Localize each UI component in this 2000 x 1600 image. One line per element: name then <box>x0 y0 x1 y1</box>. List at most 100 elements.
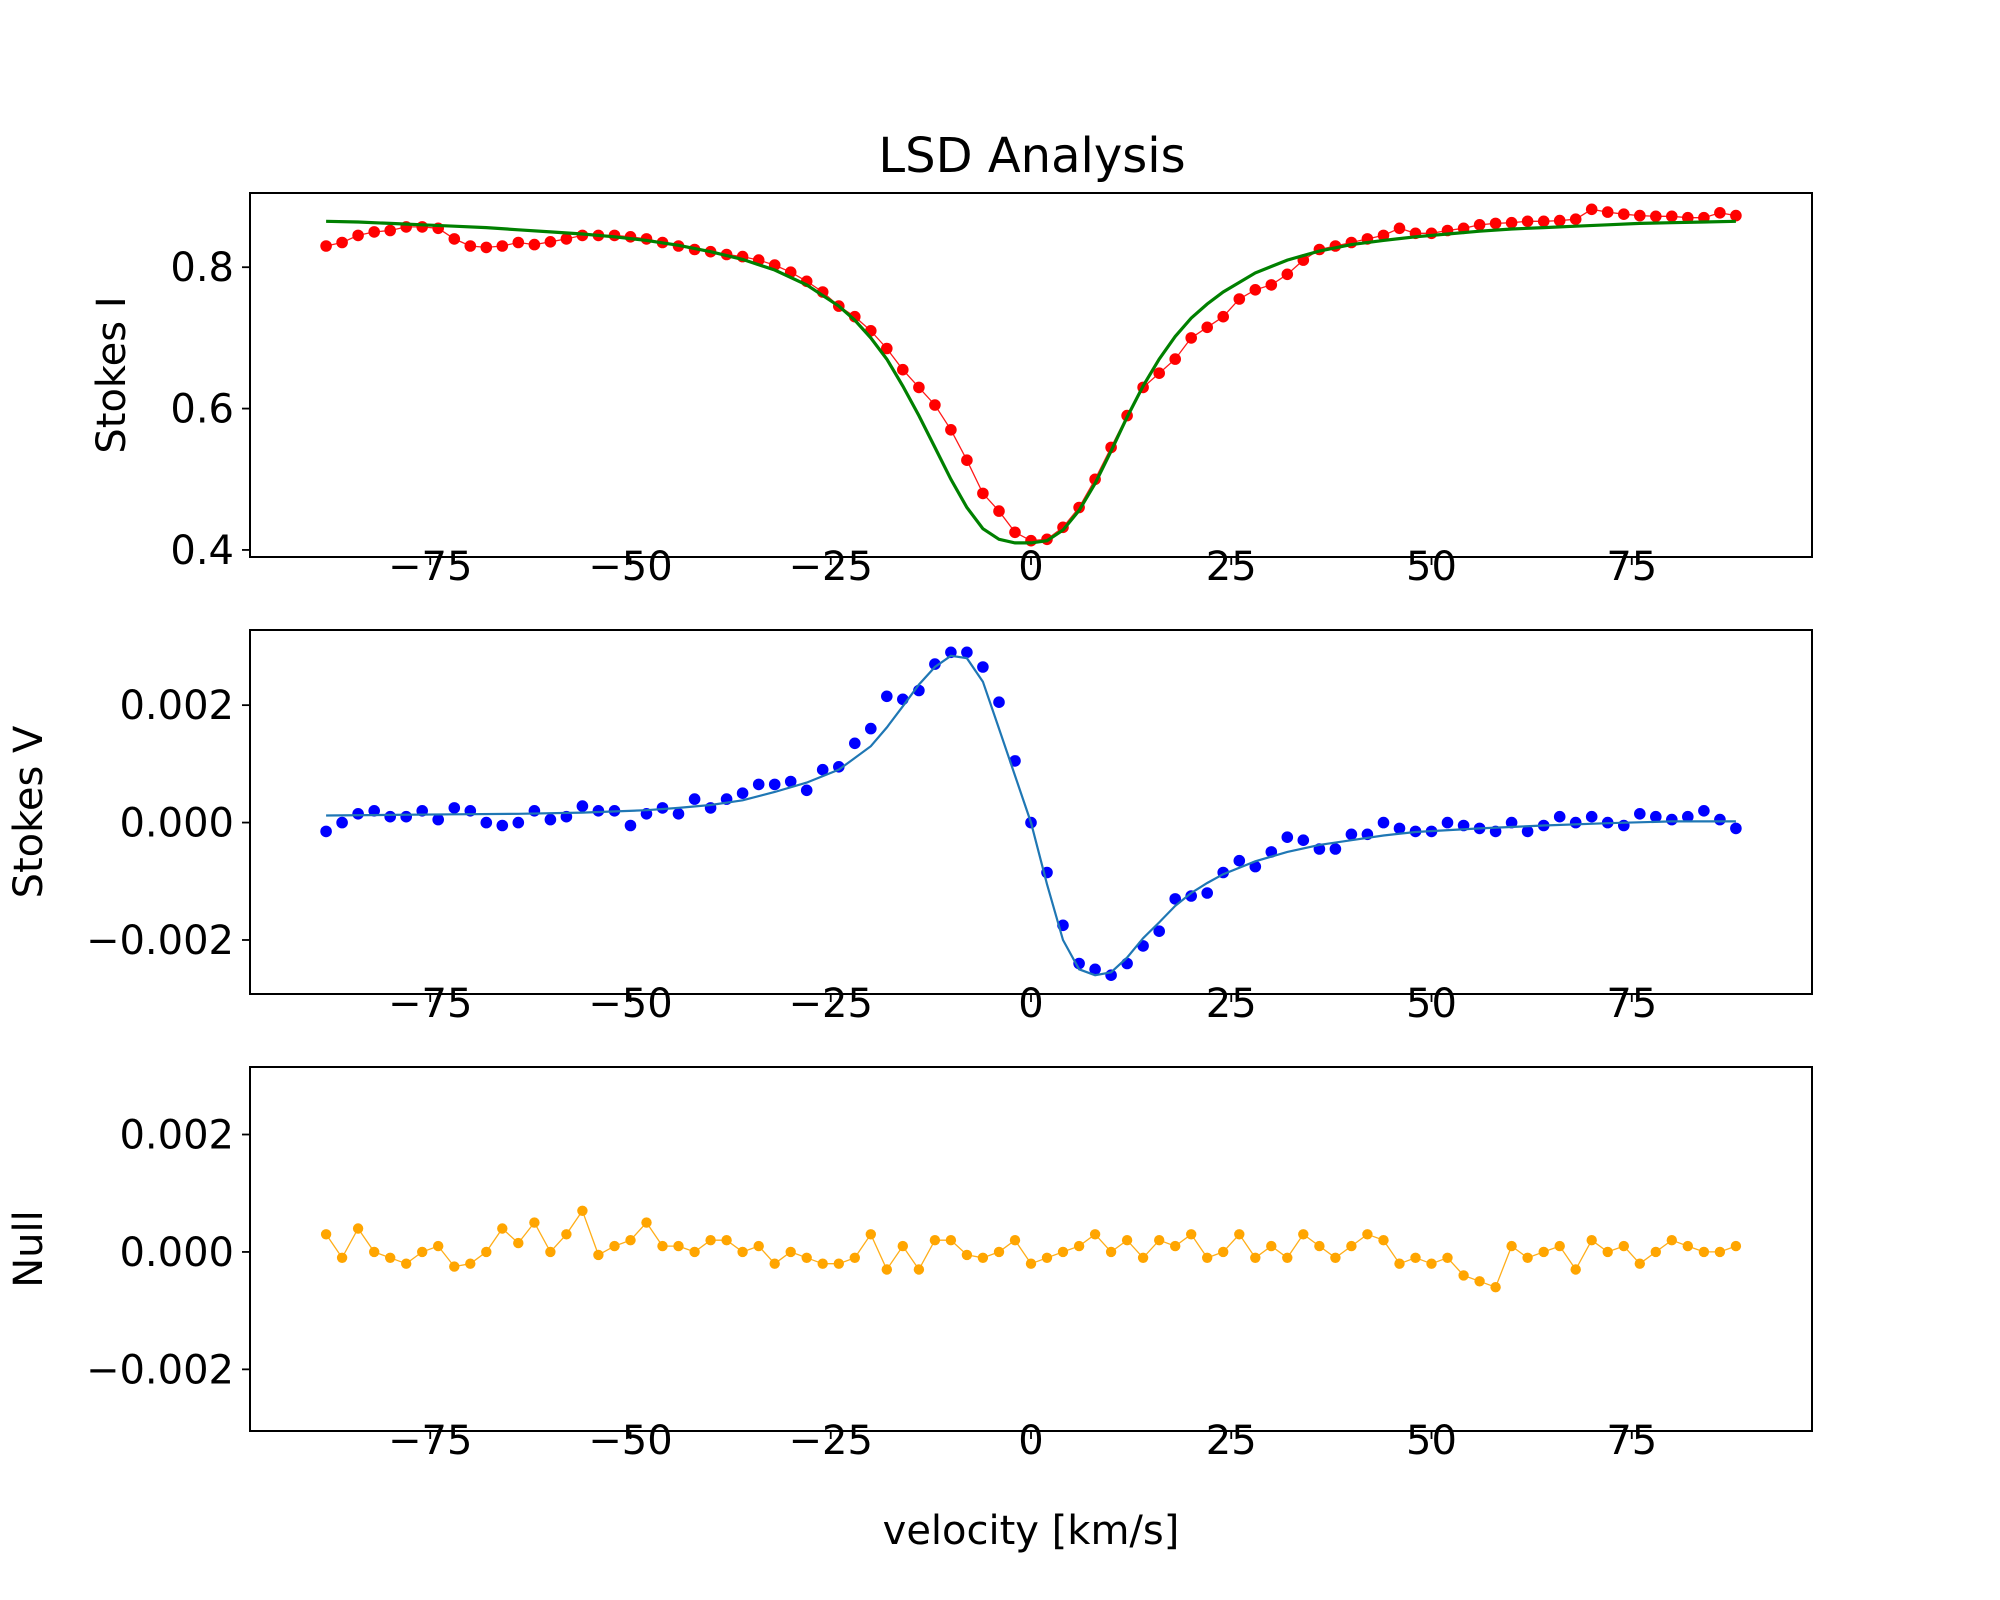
data-point <box>1009 1235 1021 1246</box>
data-point <box>849 1252 860 1264</box>
y-tick-label: 0.8 <box>170 245 234 291</box>
data-point <box>865 1229 876 1240</box>
data-point <box>993 696 1005 708</box>
data-point <box>753 1240 764 1252</box>
data-point <box>336 236 348 249</box>
data-point <box>993 505 1005 517</box>
data-point <box>1426 1258 1437 1269</box>
x-tick-label: −75 <box>388 1418 472 1464</box>
data-point <box>1682 1240 1694 1252</box>
data-point <box>1634 808 1646 820</box>
data-point <box>1250 1252 1261 1264</box>
data-point <box>1345 828 1358 841</box>
x-tick-label: 75 <box>1606 981 1657 1027</box>
data-point <box>560 233 573 245</box>
data-point <box>977 661 989 673</box>
y-tick-label: 0.000 <box>119 1230 234 1276</box>
data-point <box>433 1240 444 1252</box>
data-point <box>625 1235 636 1246</box>
data-point <box>641 1217 652 1228</box>
data-point <box>1442 1252 1453 1264</box>
data-point <box>1185 890 1197 902</box>
data-point <box>1169 353 1181 365</box>
x-tick-label: 0 <box>1018 544 1043 590</box>
data-point <box>1346 1240 1357 1252</box>
data-point <box>849 737 861 750</box>
data-point <box>1378 1235 1389 1246</box>
data-point <box>977 487 989 500</box>
data-point <box>800 784 813 797</box>
data-point <box>817 1258 828 1269</box>
data-point <box>1618 819 1630 832</box>
data-point <box>768 778 781 791</box>
panel-top: −75 −50 −25 0 25 50 75 0.4 0.6 0.8 Stokes I <box>89 192 1813 590</box>
data-point <box>481 1246 492 1258</box>
data-point <box>1474 1276 1485 1287</box>
data-point <box>384 224 397 237</box>
x-tick-label: 50 <box>1406 1418 1457 1464</box>
data-point <box>1586 1235 1597 1246</box>
data-point <box>1281 268 1294 281</box>
x-tick-label: −25 <box>789 981 873 1027</box>
data-point <box>1233 854 1246 867</box>
chart-title: LSD Analysis <box>878 128 1185 184</box>
data-point <box>1650 210 1662 223</box>
x-tick-label: 25 <box>1206 1418 1257 1464</box>
x-tick-label: 25 <box>1206 544 1257 590</box>
data-point <box>1441 816 1454 829</box>
data-point <box>657 1240 668 1252</box>
data-point <box>529 1217 540 1228</box>
data-point <box>913 1264 925 1275</box>
data-point <box>1153 925 1165 937</box>
data-point <box>1618 208 1630 220</box>
data-point <box>689 1246 700 1258</box>
data-point <box>1553 810 1566 823</box>
data-point <box>1057 1246 1069 1258</box>
data-point <box>1666 1235 1678 1246</box>
data-point <box>1714 207 1726 219</box>
data-point <box>432 813 445 826</box>
data-point <box>1666 813 1678 826</box>
data-point <box>449 1261 460 1272</box>
series-line <box>326 219 1736 545</box>
data-point <box>544 236 557 248</box>
data-point <box>1154 1235 1165 1246</box>
data-point <box>577 1205 588 1217</box>
data-point <box>1329 843 1342 855</box>
x-tick-label: 75 <box>1606 1418 1657 1464</box>
data-point <box>961 1249 973 1261</box>
data-point <box>1009 526 1021 539</box>
data-point <box>1377 816 1390 829</box>
y-axis-label: Stokes V <box>6 725 52 898</box>
x-tick-label: 0 <box>1018 981 1043 1027</box>
data-point <box>1602 1246 1613 1258</box>
data-point <box>1201 321 1213 334</box>
data-point <box>1089 963 1101 976</box>
data-point <box>496 240 509 252</box>
data-point <box>688 793 701 805</box>
data-point <box>1218 1246 1229 1258</box>
data-point <box>1698 1246 1710 1258</box>
data-point <box>528 238 541 251</box>
data-point <box>1650 1246 1662 1258</box>
data-point <box>496 819 509 832</box>
data-point <box>465 1258 476 1269</box>
x-tick-label: −25 <box>789 544 873 590</box>
data-point <box>1682 211 1694 224</box>
data-point <box>1553 214 1566 227</box>
data-point <box>624 819 637 832</box>
x-tick-label: 50 <box>1406 981 1457 1027</box>
data-point <box>352 1223 364 1234</box>
data-point <box>1137 1252 1149 1264</box>
x-tick-label: −75 <box>388 981 472 1027</box>
data-point <box>1297 834 1310 846</box>
data-point <box>721 1235 732 1246</box>
data-point <box>400 810 413 823</box>
data-point <box>385 1252 396 1264</box>
data-point <box>576 800 589 812</box>
data-point <box>1585 203 1598 216</box>
data-point <box>1202 1252 1213 1264</box>
x-tick-label: −50 <box>588 981 672 1027</box>
data-point <box>1634 209 1646 222</box>
